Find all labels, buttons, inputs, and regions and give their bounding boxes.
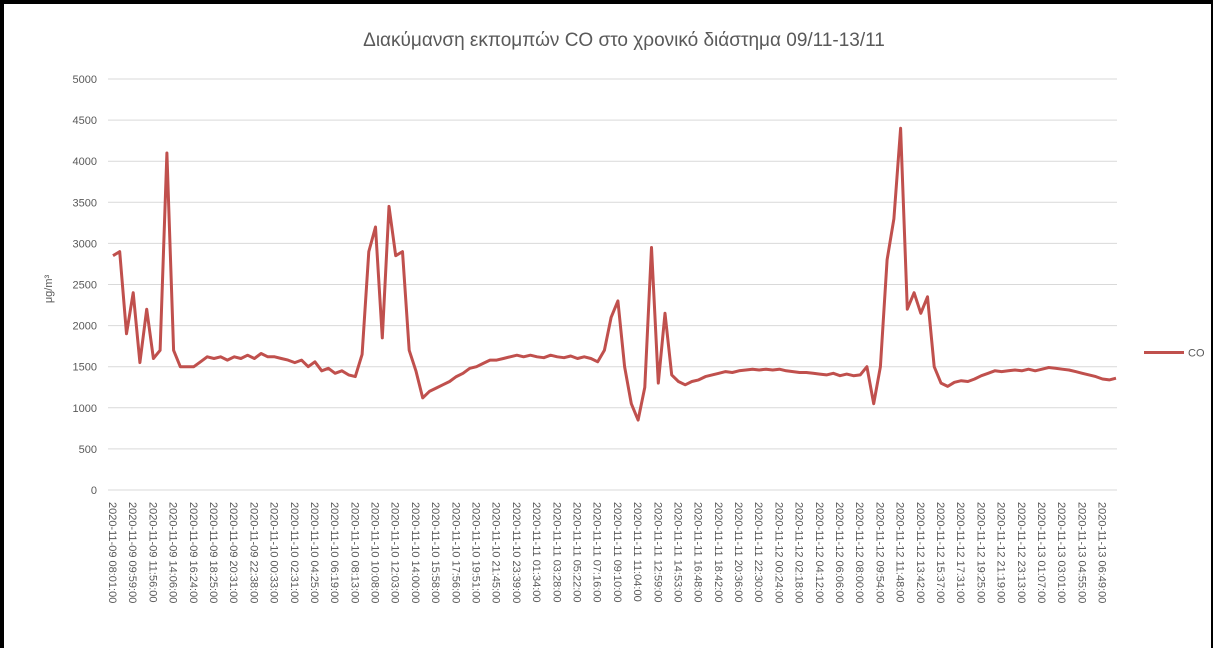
- x-tick-label: 2020-11-11 09:10:00: [611, 502, 623, 603]
- x-tick-label: 2020-11-13 04:55:00: [1075, 502, 1087, 603]
- x-tick-label: 2020-11-11 18:42:00: [712, 502, 724, 603]
- x-tick-label: 2020-11-11 05:22:00: [570, 502, 582, 603]
- x-tick-label: 2020-11-10 21:45:00: [490, 502, 502, 603]
- y-tick-label: 1500: [73, 362, 97, 374]
- line-series: [112, 126, 1117, 422]
- x-tick-label: 2020-11-11 16:48:00: [692, 502, 704, 603]
- y-tick-label: 4500: [73, 115, 97, 127]
- x-tick-label: 2020-11-10 23:39:00: [510, 502, 522, 603]
- y-tick-label: 0: [91, 485, 97, 497]
- x-tick-label: 2020-11-09 16:24:00: [187, 502, 199, 603]
- chart: Διακύμανση εκπομπών CO στο χρονικό διάστ…: [43, 30, 1205, 603]
- x-tick-label: 2020-11-12 23:13:00: [1015, 502, 1027, 603]
- x-tick-label: 2020-11-09 08:01:00: [106, 502, 118, 603]
- x-tick-label: 2020-11-11 07:16:00: [591, 502, 603, 603]
- x-tick-label: 2020-11-11 20:36:00: [732, 502, 744, 603]
- x-tick-label: 2020-11-12 15:37:00: [934, 502, 946, 603]
- x-tick-label: 2020-11-09 09:59:00: [126, 502, 138, 603]
- y-tick-label: 1000: [73, 403, 97, 415]
- x-tick-label: 2020-11-10 04:25:00: [308, 502, 320, 603]
- x-tick-label: 2020-11-10 14:00:00: [409, 502, 421, 603]
- x-tick-label: 2020-11-12 21:19:00: [995, 502, 1007, 603]
- x-tick-label: 2020-11-12 17:31:00: [954, 502, 966, 603]
- y-tick-label: 2000: [73, 321, 97, 333]
- x-tick-label: 2020-11-11 12:59:00: [651, 502, 663, 603]
- x-tick-label: 2020-11-13 06:49:00: [1096, 502, 1108, 603]
- x-tick-label: 2020-11-10 10:08:00: [369, 502, 381, 603]
- x-tick-label: 2020-11-12 11:48:00: [894, 502, 906, 603]
- x-tick-label: 2020-11-12 06:06:00: [833, 502, 845, 603]
- x-tick-label: 2020-11-12 02:18:00: [793, 502, 805, 603]
- x-tick-label: 2020-11-12 09:54:00: [873, 502, 885, 603]
- y-tick-label: 3500: [73, 197, 97, 209]
- x-tick-label: 2020-11-12 04:12:00: [813, 502, 825, 603]
- x-tick-label: 2020-11-09 20:31:00: [227, 502, 239, 603]
- x-tick-label: 2020-11-11 01:34:00: [530, 502, 542, 603]
- y-tick-label: 500: [79, 444, 97, 456]
- y-axis-label: μg/m³: [43, 274, 55, 303]
- x-tick-label: 2020-11-10 06:19:00: [328, 502, 340, 603]
- y-tick-label: 2500: [73, 280, 97, 292]
- x-tick-label: 2020-11-10 12:03:00: [389, 502, 401, 603]
- x-tick-label: 2020-11-13 03:01:00: [1055, 502, 1067, 603]
- y-tick-label: 3000: [73, 238, 97, 250]
- x-tick-label: 2020-11-09 11:56:00: [146, 502, 158, 603]
- x-tick-label: 2020-11-12 13:42:00: [914, 502, 926, 603]
- chart-title: Διακύμανση εκπομπών CO στο χρονικό διάστ…: [363, 30, 885, 51]
- x-tick-label: 2020-11-09 14:06:00: [167, 502, 179, 603]
- x-tick-label: 2020-11-10 17:56:00: [449, 502, 461, 603]
- x-tick-label: 2020-11-09 22:38:00: [247, 502, 259, 603]
- x-tick-label: 2020-11-12 08:00:00: [853, 502, 865, 603]
- x-tick-label: 2020-11-12 00:24:00: [772, 502, 784, 603]
- x-tick-label: 2020-11-11 22:30:00: [752, 502, 764, 603]
- x-tick-label: 2020-11-09 18:25:00: [207, 502, 219, 603]
- y-tick-label: 5000: [73, 74, 97, 86]
- x-tick-label: 2020-11-10 00:33:00: [268, 502, 280, 603]
- x-tick-label: 2020-11-11 14:53:00: [671, 502, 683, 603]
- legend-label: CO: [1188, 348, 1205, 360]
- x-tick-label: 2020-11-10 19:51:00: [470, 502, 482, 603]
- x-tick-label: 2020-11-13 01:07:00: [1035, 502, 1047, 603]
- x-tick-label: 2020-11-10 15:58:00: [429, 502, 441, 603]
- y-tick-label: 4000: [73, 156, 97, 168]
- x-tick-label: 2020-11-10 08:13:00: [348, 502, 360, 603]
- x-tick-label: 2020-11-10 02:31:00: [288, 502, 300, 603]
- x-tick-label: 2020-11-12 19:25:00: [974, 502, 986, 603]
- x-tick-label: 2020-11-11 03:28:00: [550, 502, 562, 603]
- x-tick-label: 2020-11-11 11:04:00: [631, 502, 643, 602]
